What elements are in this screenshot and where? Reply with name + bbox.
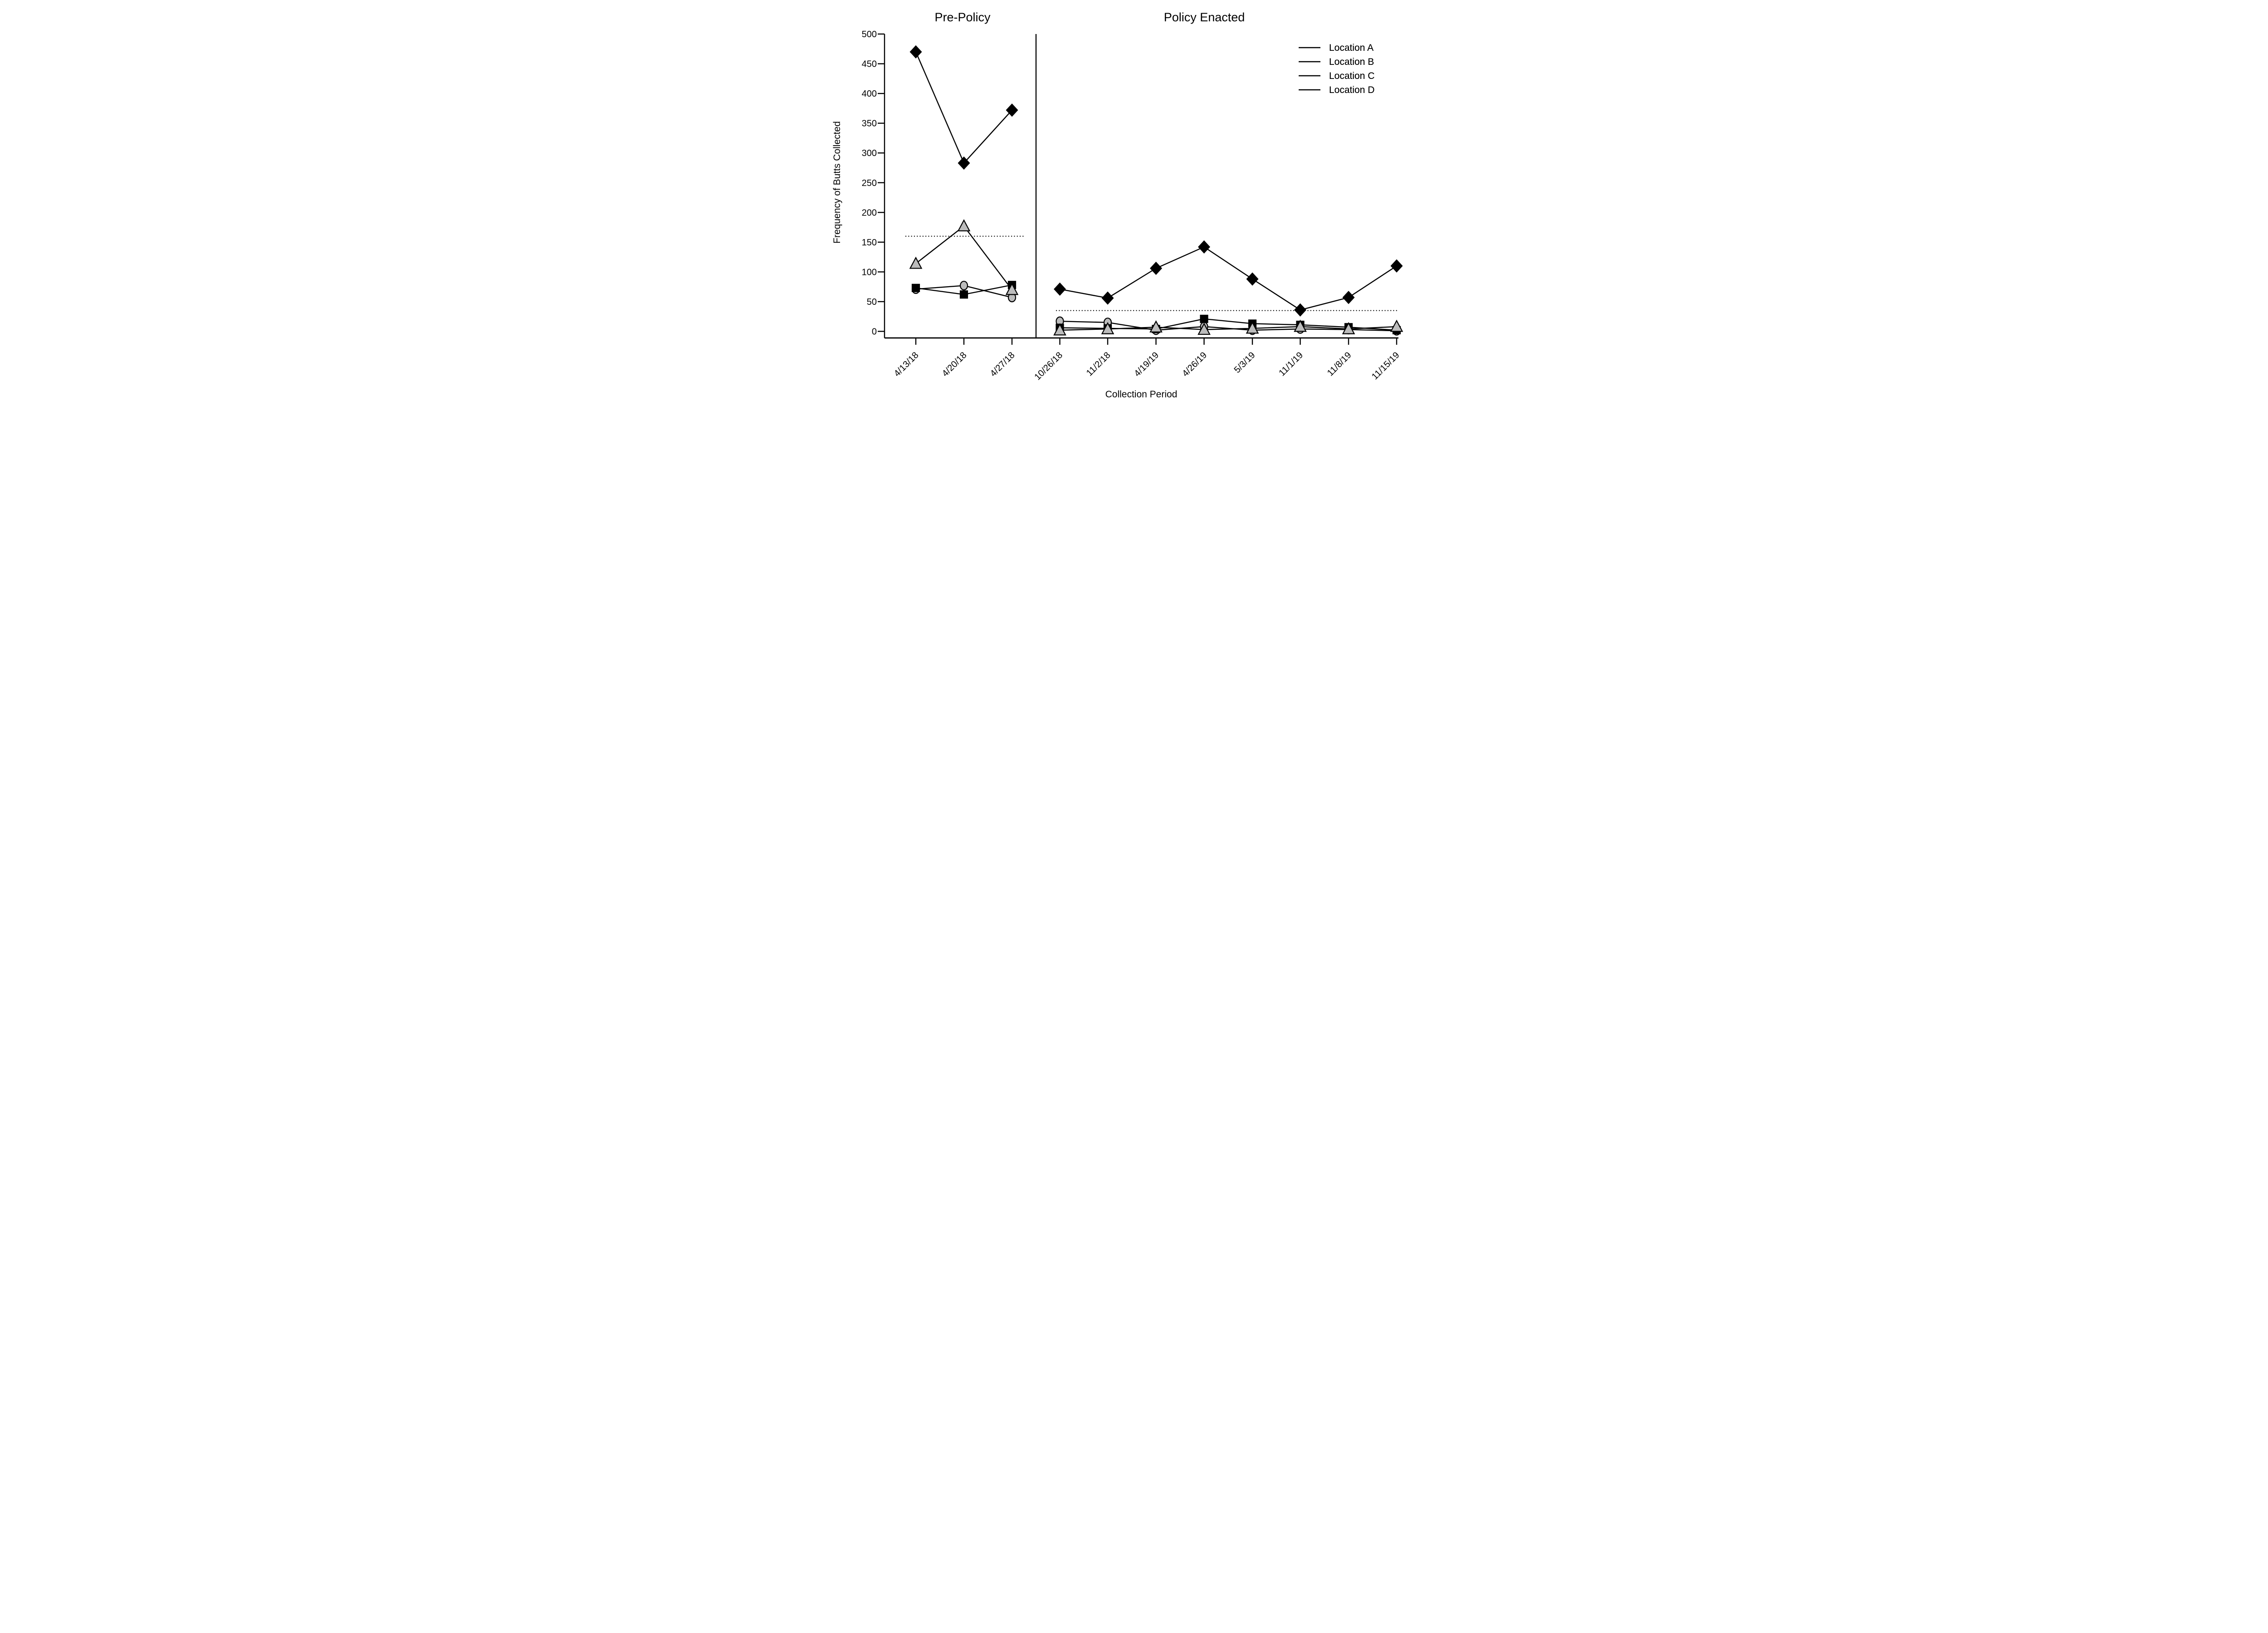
marker-triangle-location-d [1149, 320, 1163, 332]
y-axis-tick-label: 50 [867, 297, 877, 307]
marker-diamond-location-c [1006, 103, 1018, 117]
legend-item-label: Location C [1329, 71, 1374, 81]
series-location-d [909, 219, 1403, 336]
marker-square-location-b [1200, 314, 1208, 323]
marker-triangle-location-d [909, 256, 923, 269]
marker-diamond-location-c [958, 156, 970, 170]
series-line-policy-location-d [1060, 326, 1397, 331]
y-axis-tick-label: 500 [862, 29, 877, 39]
series-location-c [909, 45, 1403, 317]
legend-item-label: Location A [1329, 43, 1374, 53]
marker-diamond-location-c [1101, 291, 1114, 305]
legend-item-label: Location C [1329, 71, 1374, 81]
y-axis-tick-label: 150 [862, 238, 877, 248]
legend-item-label: Location A [1329, 43, 1374, 53]
x-axis-title: Collection Period [1105, 389, 1178, 400]
marker-diamond-location-c [909, 45, 922, 59]
marker-triangle-location-d [1246, 321, 1259, 334]
policy-section-title: Policy Enacted [1164, 10, 1245, 24]
marker-square-location-b [959, 290, 968, 299]
marker-triangle-location-d [1294, 319, 1307, 332]
marker-circle-location-a [959, 280, 968, 291]
y-axis-tick-label: 0 [872, 327, 877, 337]
marker-triangle-location-d [957, 219, 971, 232]
marker-diamond-location-c [1342, 291, 1355, 304]
legend-item-location-d: Location D [1299, 85, 1374, 95]
marker-triangle-location-d [1053, 323, 1066, 336]
marker-triangle-location-d [1342, 322, 1355, 334]
marker-diamond-location-c [1198, 240, 1210, 254]
chart-background [828, 0, 1440, 408]
marker-diamond-location-c [1246, 272, 1259, 286]
marker-triangle-location-d [1198, 323, 1211, 335]
legend-item-location-a: Location A [1299, 43, 1374, 53]
legend-item-location-b: Location B [1299, 57, 1374, 67]
y-axis-tick-label: 300 [862, 148, 877, 158]
marker-diamond-location-c [1390, 259, 1403, 273]
marker-triangle-location-d [1390, 319, 1403, 332]
marker-triangle-location-d [1101, 322, 1114, 334]
y-axis-tick-label: 200 [862, 208, 877, 218]
chart-figure: 0 50 100 150 200 250 300 350 400 450 500 4/13/18 4/2… [828, 0, 1440, 408]
legend: Location A Location B Location C Location D [1299, 43, 1374, 95]
y-axis-tick-label: 450 [862, 59, 877, 69]
legend-item-label: Location B [1329, 57, 1374, 67]
y-axis-title: Frequency of Butts Collected [832, 121, 842, 244]
y-axis-tick-label: 400 [862, 89, 877, 99]
pre-policy-section-title: Pre-Policy [934, 10, 991, 24]
y-axis-tick-label: 100 [862, 267, 877, 277]
marker-diamond-location-c [1054, 282, 1066, 296]
marker-square-location-b [911, 284, 920, 292]
legend-item-label: Location B [1329, 57, 1374, 67]
marker-diamond-location-c [1294, 303, 1306, 317]
marker-triangle-location-d [1005, 283, 1019, 295]
marker-diamond-location-c [1150, 261, 1162, 275]
legend-item-location-c: Location C [1299, 71, 1374, 81]
series-line-policy-location-a [1060, 321, 1397, 332]
series-line-policy-location-c [1060, 246, 1397, 311]
legend-item-label: Location D [1329, 85, 1374, 95]
y-axis-tick-label: 250 [862, 178, 877, 188]
y-axis-tick-label: 350 [862, 119, 877, 129]
legend-item-label: Location D [1329, 85, 1374, 95]
